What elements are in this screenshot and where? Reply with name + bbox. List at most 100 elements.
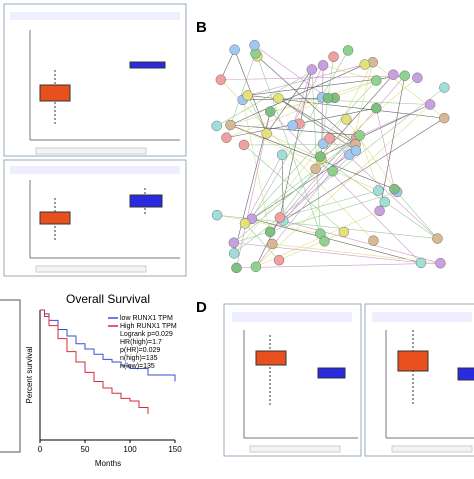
edge bbox=[247, 64, 365, 96]
x-tick-label: 50 bbox=[81, 445, 90, 454]
annotation: n(high)=135 bbox=[120, 355, 158, 362]
node bbox=[341, 114, 352, 125]
node bbox=[273, 93, 284, 104]
edge bbox=[230, 124, 379, 191]
node bbox=[371, 102, 382, 114]
edge bbox=[270, 111, 422, 264]
panel-header bbox=[372, 312, 472, 322]
edge bbox=[243, 143, 356, 146]
edge bbox=[283, 117, 445, 222]
edge bbox=[292, 65, 324, 126]
edge bbox=[243, 144, 345, 233]
survival-curve bbox=[40, 309, 176, 382]
node bbox=[424, 99, 436, 110]
chart-title: Overall Survival bbox=[66, 292, 150, 306]
node bbox=[267, 238, 278, 250]
node bbox=[228, 237, 240, 248]
node bbox=[314, 151, 326, 162]
edge bbox=[236, 262, 441, 269]
node bbox=[324, 133, 335, 144]
panel-frame bbox=[223, 303, 362, 457]
edge bbox=[356, 104, 431, 138]
box bbox=[39, 211, 71, 225]
edge bbox=[233, 143, 324, 254]
edge bbox=[278, 97, 356, 145]
node bbox=[231, 262, 242, 274]
node bbox=[229, 44, 240, 55]
edge bbox=[255, 104, 431, 267]
node bbox=[373, 185, 384, 196]
node bbox=[435, 258, 446, 269]
boxplot-panel bbox=[364, 303, 474, 457]
edge bbox=[244, 223, 280, 261]
node bbox=[306, 64, 318, 75]
node bbox=[287, 120, 298, 131]
edge bbox=[220, 49, 235, 80]
node bbox=[415, 257, 427, 269]
edge bbox=[244, 154, 283, 224]
edge bbox=[311, 69, 321, 234]
edge bbox=[233, 135, 360, 243]
node bbox=[322, 92, 334, 104]
network bbox=[211, 40, 450, 274]
edge bbox=[251, 218, 422, 264]
edge bbox=[251, 50, 349, 220]
edge bbox=[220, 79, 374, 241]
legend-label: High RUNX1 TPM bbox=[120, 323, 177, 330]
node bbox=[439, 112, 450, 124]
edge bbox=[233, 87, 445, 254]
edge bbox=[278, 97, 431, 105]
node bbox=[354, 130, 365, 141]
legend bbox=[35, 265, 147, 273]
node bbox=[399, 70, 410, 81]
edge bbox=[283, 220, 441, 264]
node bbox=[221, 132, 232, 143]
panel-frame bbox=[0, 299, 21, 453]
annotation: Logrank p=0.029 bbox=[120, 331, 173, 338]
node bbox=[368, 235, 379, 246]
node bbox=[250, 261, 262, 272]
legend bbox=[249, 445, 341, 453]
edge bbox=[230, 124, 360, 136]
legend bbox=[35, 147, 147, 155]
panel-header bbox=[10, 12, 180, 20]
edge bbox=[320, 156, 438, 239]
node bbox=[274, 212, 286, 223]
node bbox=[338, 226, 350, 238]
edge bbox=[257, 56, 356, 145]
node bbox=[238, 139, 250, 151]
edge bbox=[247, 95, 267, 134]
node bbox=[310, 163, 321, 175]
node bbox=[211, 120, 222, 132]
x-tick-label: 0 bbox=[38, 445, 43, 454]
node bbox=[371, 75, 382, 86]
node bbox=[374, 205, 385, 217]
node bbox=[342, 45, 354, 56]
edge bbox=[272, 243, 441, 264]
survival-plot: Overall Survival Months Percent survival… bbox=[25, 292, 182, 468]
edge bbox=[226, 74, 394, 139]
edge bbox=[375, 108, 395, 190]
edge bbox=[319, 74, 394, 157]
box bbox=[397, 350, 429, 372]
annotation: HR(high)=1.7 bbox=[120, 339, 162, 346]
legend-label: low RUNX1 TPM bbox=[120, 315, 173, 322]
node bbox=[439, 82, 450, 93]
box bbox=[129, 194, 163, 208]
panel-label: D bbox=[196, 299, 207, 316]
panel-frame bbox=[3, 3, 187, 157]
node bbox=[239, 218, 251, 229]
node bbox=[379, 196, 390, 208]
panel-label: B bbox=[196, 19, 207, 36]
edge bbox=[242, 97, 328, 101]
node bbox=[261, 128, 272, 139]
node bbox=[215, 74, 227, 85]
edge bbox=[346, 119, 398, 193]
x-tick-label: 150 bbox=[168, 445, 182, 454]
box bbox=[317, 367, 346, 379]
survival-curve bbox=[40, 309, 149, 414]
edge bbox=[279, 190, 379, 218]
x-tick-label: 100 bbox=[123, 445, 137, 454]
edge bbox=[269, 75, 405, 233]
